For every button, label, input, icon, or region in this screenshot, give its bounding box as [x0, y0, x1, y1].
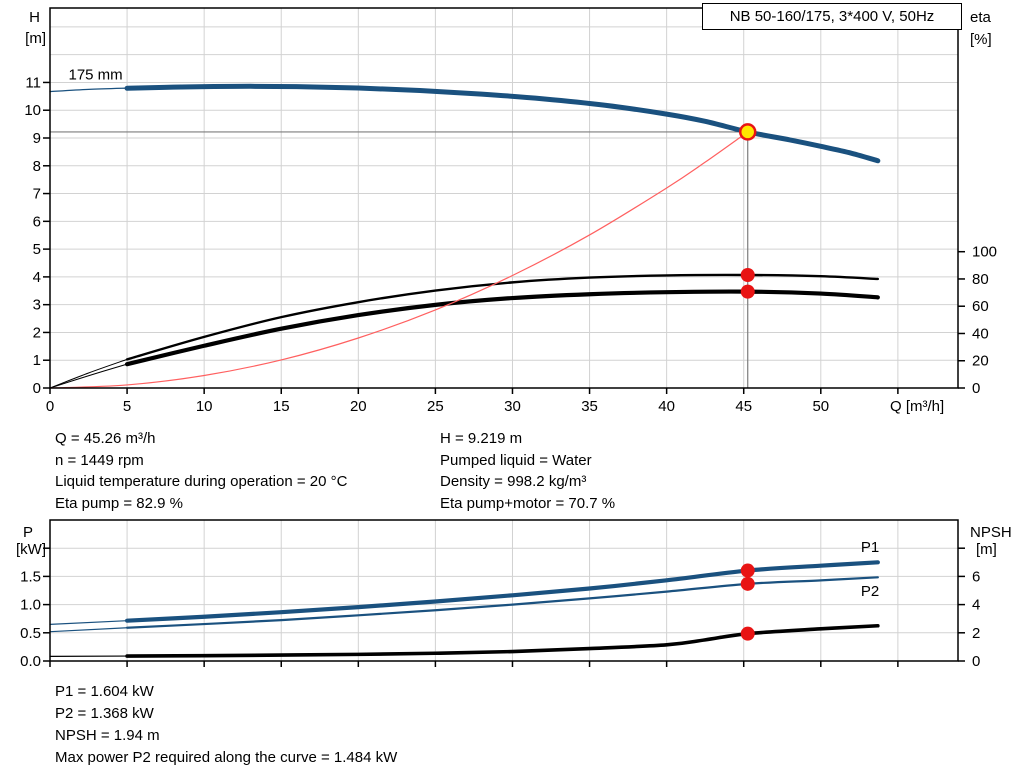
- y-right-tick-label: 20: [972, 353, 989, 370]
- p2-point: [740, 576, 755, 591]
- plot-area: [50, 520, 958, 661]
- plot-frame: [49, 519, 959, 662]
- power-npsh-chart[interactable]: 0.0 0.5 1.0 1.5 0 2 4 6 P[kW] NPSH[m] P1 P2: [0, 505, 1024, 680]
- qh-eta-chart[interactable]: 0 5 10 15 20 25 30 35 40 45 50 Q [m³/h]012345678910…: [0, 0, 1024, 422]
- x-tick-label: 50: [812, 398, 829, 415]
- info-line: Eta pump = 82.9 %: [55, 494, 183, 512]
- info-line: Eta pump+motor = 70.7 %: [440, 494, 616, 512]
- y-left-tick-label: 5: [33, 241, 41, 258]
- y-right-tick-label: 40: [972, 325, 989, 342]
- x-tick-label: 25: [427, 398, 444, 415]
- eta-pump-point: [740, 268, 755, 283]
- p1-point: [740, 563, 755, 578]
- y-left-tick-label: 2: [33, 324, 41, 341]
- info-line: n = 1449 rpm: [55, 451, 144, 469]
- info-line: H = 9.219 m: [440, 430, 523, 447]
- y-right-axis-title: NPSH: [970, 524, 1012, 541]
- y-left-tick-label: 1.5: [20, 568, 41, 585]
- y-right-tick-label: 4: [972, 597, 980, 614]
- plot-frame: [49, 7, 959, 389]
- y-left-axis-title: H: [29, 9, 40, 26]
- npsh-point: [740, 626, 755, 641]
- eta-pump-curve: [125, 273, 880, 361]
- p1-curve-label: P1: [861, 539, 879, 556]
- y-left-tick-label: 0.0: [20, 653, 41, 670]
- eta-pump-motor-curve-thin: [49, 363, 128, 389]
- y-right-tick-label: 2: [972, 625, 980, 642]
- p1-curve-thin: [49, 620, 128, 625]
- p2-curve-thin: [49, 627, 128, 633]
- y-left-tick-label: 3: [33, 297, 41, 314]
- y-left-tick-label: 8: [33, 158, 41, 175]
- x-tick-label: 5: [123, 398, 131, 415]
- y-left-axis-title: P: [23, 524, 33, 541]
- y-left-tick-label: 6: [33, 213, 41, 230]
- y-right-tick-label: 0: [972, 653, 980, 670]
- y-right-tick-label: 100: [972, 244, 997, 261]
- info-line: P2 = 1.368 kW: [55, 705, 154, 722]
- system-curve: [49, 131, 749, 389]
- y-right-tick-label: 6: [972, 568, 980, 585]
- x-tick-label: 15: [273, 398, 290, 415]
- pump-curve-175mm: [124, 83, 881, 164]
- info-line: Max power P2 required along the curve = …: [55, 749, 398, 766]
- y-left-tick-label: 1.0: [20, 597, 41, 614]
- info-line: Pumped liquid = Water: [440, 451, 592, 469]
- y-right-axis-title: [%]: [970, 31, 992, 48]
- p1-curve: [124, 560, 880, 623]
- y-left-tick-label: 10: [24, 102, 41, 119]
- y-left-tick-label: 1: [33, 352, 41, 369]
- p2-curve: [125, 576, 879, 629]
- power-info: P1 = 1.604 kW P2 = 1.368 kW NPSH = 1.94 m M…: [55, 681, 397, 769]
- y-left-axis-title: [kW]: [16, 541, 46, 558]
- y-right-axis-title: [m]: [976, 541, 997, 558]
- info-line: Q = 45.26 m³/h: [55, 430, 156, 447]
- info-line: P1 = 1.604 kW: [55, 683, 154, 700]
- x-tick-label: 45: [735, 398, 752, 415]
- y-left-tick-label: 9: [33, 130, 41, 147]
- x-tick-label: 20: [350, 398, 367, 415]
- info-line: Density = 998.2 kg/m³: [440, 473, 587, 490]
- plot-area: [50, 8, 958, 388]
- x-axis-label: Q [m³/h]: [890, 398, 944, 415]
- p2-curve-label: P2: [861, 583, 879, 600]
- eta-pump-motor-curve: [124, 289, 880, 367]
- info-line: NPSH = 1.94 m: [55, 727, 160, 744]
- y-left-tick-label: 11: [25, 74, 41, 91]
- y-left-axis-title: [m]: [25, 30, 46, 47]
- duty-point[interactable]: [738, 123, 757, 141]
- y-right-tick-label: 0: [972, 380, 980, 397]
- pump-title-box: NB 50-160/175, 3*400 V, 50Hz: [702, 3, 962, 30]
- x-tick-label: 30: [504, 398, 521, 415]
- y-right-tick-label: 60: [972, 298, 989, 315]
- eta-pump-motor-point: [740, 284, 755, 299]
- x-tick-label: 10: [196, 398, 213, 415]
- duty-info-right: H = 9.219 m Pumped liquid = Water Density …: [440, 428, 615, 514]
- pump-curve-175mm-thin: [49, 87, 131, 93]
- y-left-tick-label: 7: [33, 186, 41, 203]
- info-line: Liquid temperature during operation = 20…: [55, 473, 348, 490]
- y-left-tick-label: 4: [33, 269, 41, 286]
- y-right-tick-label: 80: [972, 271, 989, 288]
- x-tick-label: 0: [46, 398, 54, 415]
- x-tick-label: 40: [658, 398, 675, 415]
- y-right-axis-title: eta: [970, 9, 992, 26]
- y-left-tick-label: 0.5: [20, 625, 41, 642]
- x-tick-label: 35: [581, 398, 598, 415]
- eta-pump-curve-thin: [49, 358, 128, 389]
- impeller-diameter-label: 175 mm: [68, 67, 122, 84]
- y-left-tick-label: 0: [33, 380, 41, 397]
- duty-info-left: Q = 45.26 m³/h n = 1449 rpm Liquid tempera…: [55, 428, 347, 514]
